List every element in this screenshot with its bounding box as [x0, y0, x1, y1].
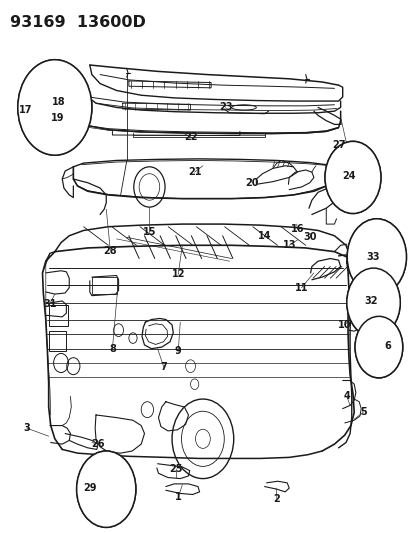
- Text: 3: 3: [24, 423, 30, 433]
- Text: 27: 27: [331, 140, 344, 150]
- Circle shape: [76, 451, 135, 527]
- Circle shape: [354, 317, 402, 378]
- Text: 6: 6: [384, 341, 390, 351]
- Bar: [42, 98, 54, 111]
- Text: 7: 7: [160, 362, 167, 372]
- Text: 31: 31: [43, 298, 57, 309]
- Text: 2: 2: [273, 494, 280, 504]
- Circle shape: [76, 451, 135, 527]
- Text: 5: 5: [359, 407, 366, 417]
- Bar: [49, 331, 66, 351]
- Text: 12: 12: [171, 270, 185, 279]
- Text: 9: 9: [174, 346, 181, 357]
- Bar: [49, 305, 68, 326]
- Text: 30: 30: [302, 232, 316, 243]
- Bar: [370, 341, 382, 354]
- Circle shape: [324, 141, 380, 214]
- Text: 8: 8: [109, 344, 116, 354]
- Text: 16: 16: [290, 224, 304, 235]
- Text: 25: 25: [169, 464, 183, 474]
- Circle shape: [324, 141, 380, 214]
- Text: 23: 23: [218, 102, 232, 112]
- Bar: [363, 249, 387, 265]
- Text: 11: 11: [294, 282, 308, 293]
- Circle shape: [347, 219, 406, 295]
- Text: 15: 15: [142, 227, 156, 237]
- Bar: [360, 293, 384, 312]
- Circle shape: [354, 317, 402, 378]
- Text: 20: 20: [245, 177, 259, 188]
- Text: 13: 13: [282, 240, 295, 251]
- Text: 10: 10: [337, 320, 351, 330]
- Text: 14: 14: [257, 231, 271, 241]
- Text: 33: 33: [366, 252, 380, 262]
- Text: 93169  13600D: 93169 13600D: [9, 14, 145, 30]
- Circle shape: [346, 268, 399, 337]
- Text: 1: 1: [174, 492, 181, 502]
- Text: 28: 28: [103, 246, 117, 256]
- Text: 21: 21: [188, 167, 201, 177]
- Circle shape: [18, 60, 92, 155]
- Text: 24: 24: [341, 172, 355, 181]
- Bar: [92, 277, 116, 294]
- Bar: [100, 484, 112, 495]
- Text: 29: 29: [83, 483, 96, 493]
- Text: 32: 32: [364, 296, 377, 306]
- Circle shape: [18, 60, 92, 155]
- Text: 22: 22: [183, 132, 197, 142]
- Text: 26: 26: [91, 439, 104, 449]
- Text: 4: 4: [343, 391, 349, 401]
- Bar: [362, 340, 371, 356]
- Text: 18: 18: [52, 97, 66, 107]
- Circle shape: [346, 268, 399, 337]
- Text: 17: 17: [19, 105, 32, 115]
- Text: 19: 19: [51, 113, 65, 123]
- Circle shape: [347, 219, 406, 295]
